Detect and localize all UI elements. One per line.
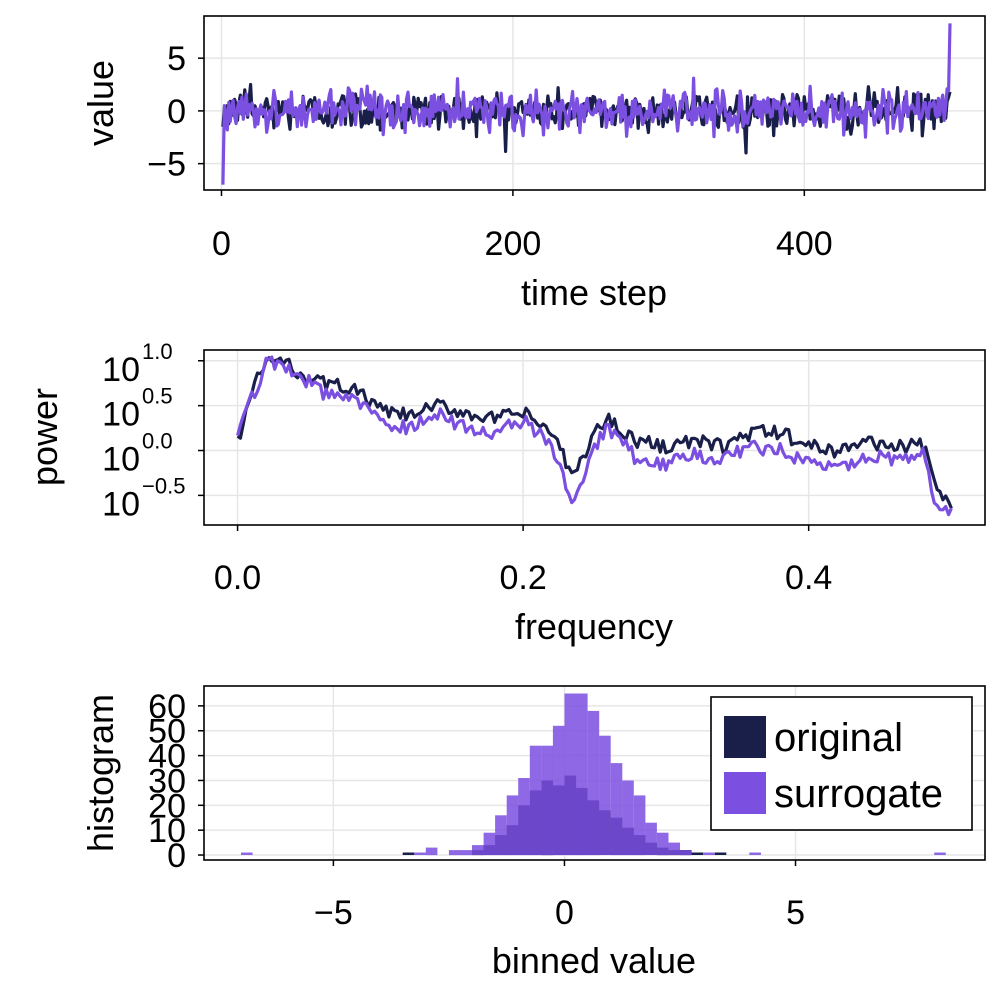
histogram-bar-surrogate (483, 832, 496, 856)
histogram-bars (241, 693, 946, 856)
power-spectrum-line-original (236, 356, 953, 509)
power-spectrum-y-tick-base: 10 (102, 441, 140, 479)
histogram-bar-surrogate (448, 850, 461, 856)
legend-label-surrogate: surrogate (774, 772, 943, 816)
time-series-lines (221, 23, 952, 185)
histogram-bar-surrogate (529, 745, 542, 856)
power-spectrum-y-tick-exponent: 0.5 (142, 384, 173, 409)
histogram-bar-surrogate (656, 832, 669, 856)
power-spectrum-x-tick-label: 0.2 (499, 559, 546, 597)
power-spectrum-panel: 0.0 0.2 0.4 10 −0.510 0.010 0.510 1.0 frequenc… (24, 339, 986, 647)
power-spectrum-x-ticks: 0.0 0.2 0.4 (214, 525, 832, 597)
time-series-y-ticks: −5 0 5 (147, 40, 204, 184)
power-spectrum-y-tick-base: 10 (102, 351, 140, 389)
histogram-bar-surrogate (472, 845, 484, 855)
power-spectrum-x-axis-label: frequency (515, 606, 673, 647)
histogram-x-tick-label: −5 (314, 894, 353, 932)
histogram-bar-original (714, 852, 727, 855)
power-spectrum-y-tick-base: 10 (102, 396, 140, 434)
time-series-panel: 0 200 400 −5 0 5 time step value (80, 15, 986, 313)
histogram-y-tick-label: 20 (148, 787, 186, 825)
histogram-bar-surrogate (425, 847, 438, 856)
power-spectrum-x-tick-label: 0.4 (785, 559, 832, 597)
time-series-x-tick-label: 0 (212, 225, 231, 263)
histogram-y-tick-label: 40 (148, 738, 186, 776)
histogram-bar-surrogate (680, 850, 692, 856)
power-spectrum-line-surrogate (236, 355, 953, 517)
power-spectrum-y-tick-exponent: 1.0 (142, 339, 173, 364)
histogram-frame (203, 685, 986, 861)
histogram-y-tick-label: 30 (148, 762, 186, 800)
legend-swatch-original (724, 716, 766, 758)
histogram-x-tick-label: 5 (786, 894, 805, 932)
histogram-bar-surrogate (541, 745, 553, 856)
histogram-bar-surrogate (703, 852, 715, 855)
power-spectrum-y-tick-base: 10 (102, 485, 140, 523)
histogram-bar-surrogate (552, 725, 565, 856)
power-spectrum-y-tick-exponent: −0.5 (142, 473, 185, 498)
power-spectrum-x-tick-label: 0.0 (214, 559, 261, 597)
time-series-line-surrogate (221, 23, 952, 185)
power-spectrum-y-axis-label: power (24, 388, 65, 486)
time-series-y-axis-label: value (80, 60, 121, 146)
histogram-bar-original (402, 852, 415, 855)
histogram-bar-surrogate (518, 778, 530, 856)
histogram-y-tick-label: 50 (148, 713, 186, 751)
histogram-bar-surrogate (610, 763, 623, 856)
time-series-y-tick-label: 0 (167, 93, 186, 131)
histogram-bar-surrogate (622, 780, 634, 856)
histogram-x-ticks: −5 0 5 (314, 860, 805, 932)
legend-label-original: original (774, 716, 903, 760)
legend: original surrogate (710, 696, 973, 831)
histogram-y-tick-label: 60 (148, 688, 186, 726)
histogram-bar-surrogate (460, 850, 473, 856)
histogram-bar-surrogate (587, 710, 600, 856)
time-series-y-tick-label: 5 (167, 40, 186, 78)
histogram-bar-original (691, 852, 704, 855)
histogram-x-axis-label: binned value (492, 940, 696, 981)
power-spectrum-frame (203, 349, 986, 526)
histogram-y-tick-label: 0 (167, 837, 186, 875)
histogram-bar-surrogate (414, 852, 426, 855)
histogram-x-tick-label: 0 (555, 894, 574, 932)
histogram-bar-surrogate (506, 795, 519, 856)
histogram-bar-surrogate (564, 693, 577, 856)
histogram-bar-surrogate (749, 852, 761, 855)
time-series-x-ticks: 0 200 400 (212, 190, 833, 263)
time-series-x-tick-label: 200 (485, 225, 542, 263)
histogram-bar-surrogate (599, 735, 611, 855)
time-series-x-axis-label: time step (521, 272, 667, 313)
histogram-bar-surrogate (645, 822, 657, 855)
time-series-x-tick-label: 400 (776, 225, 833, 263)
histogram-bar-surrogate (576, 693, 588, 856)
histogram-bar-surrogate (633, 795, 646, 856)
histogram-bar-surrogate (241, 852, 253, 855)
legend-swatch-surrogate (724, 772, 766, 814)
histogram-y-axis-label: histogram (80, 694, 121, 852)
histogram-bar-surrogate (495, 815, 507, 856)
histogram-bar-surrogate (934, 852, 946, 855)
time-series-frame (203, 15, 986, 191)
power-spectrum-y-tick-exponent: 0.0 (142, 429, 173, 454)
histogram-bar-surrogate (668, 842, 680, 855)
power-spectrum-y-ticks: 10 −0.510 0.010 0.510 1.0 (102, 339, 204, 523)
histogram-y-tick-label: 10 (148, 812, 186, 850)
power-spectrum-lines (236, 355, 953, 517)
time-series-y-tick-label: −5 (147, 146, 186, 184)
